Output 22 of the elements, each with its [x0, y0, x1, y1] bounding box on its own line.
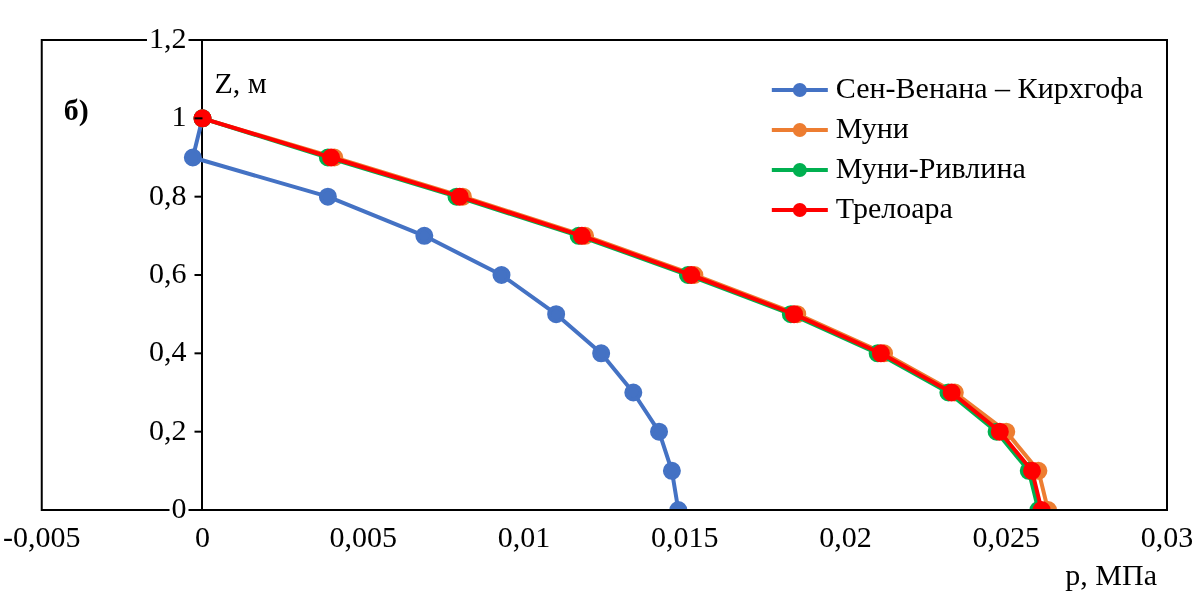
y-axis-title: Z, м [214, 65, 267, 99]
y-tick-label: 1 [171, 99, 187, 133]
x-tick-label: 0,03 [1140, 519, 1194, 553]
legend-label: Муни-Ривлина [835, 150, 1026, 184]
x-tick-label: -0,005 [3, 519, 81, 553]
x-axis-title: p, МПа [1065, 557, 1157, 591]
y-tick-label: 1,2 [149, 20, 187, 54]
y-tick-label: 0 [171, 490, 187, 524]
x-tick-label: 0,005 [329, 519, 397, 553]
legend-label: Трелоара [835, 190, 953, 224]
legend-label: Муни [835, 110, 909, 144]
y-tick-label: 0,6 [149, 255, 187, 289]
y-tick-label: 0,8 [149, 177, 187, 211]
legend-label: Сен-Венана – Кирхгофа [835, 70, 1144, 104]
annotation: б) [63, 92, 89, 127]
x-tick-label: 0,015 [651, 519, 719, 553]
x-tick-label: 0,02 [819, 519, 872, 553]
x-tick-label: 0,01 [497, 519, 551, 553]
y-tick-label: 0,4 [149, 334, 187, 368]
x-tick-label: 0 [195, 519, 210, 553]
x-tick-label: 0,025 [972, 519, 1040, 553]
y-tick-label: 0,2 [149, 412, 187, 446]
